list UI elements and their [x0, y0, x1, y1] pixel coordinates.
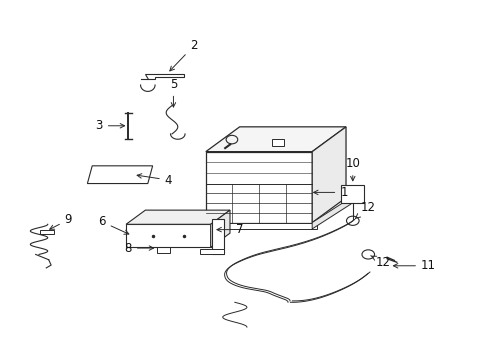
Text: 10: 10 [345, 157, 360, 181]
Bar [271, 139, 284, 145]
Polygon shape [211, 219, 223, 255]
Bar [341, 185, 364, 203]
Polygon shape [126, 224, 210, 247]
Text: 3: 3 [95, 119, 124, 132]
Polygon shape [201, 222, 316, 229]
Polygon shape [205, 152, 311, 222]
Text: 4: 4 [137, 174, 172, 186]
Circle shape [361, 250, 374, 259]
Text: 7: 7 [217, 223, 243, 236]
Polygon shape [210, 210, 229, 247]
Text: 11: 11 [392, 259, 435, 272]
Polygon shape [156, 244, 169, 253]
Polygon shape [311, 198, 350, 229]
Text: 2: 2 [169, 39, 197, 71]
Text: 1: 1 [313, 186, 347, 199]
Polygon shape [126, 210, 229, 224]
Polygon shape [145, 74, 183, 79]
Polygon shape [311, 127, 346, 222]
Text: 6: 6 [98, 215, 128, 234]
Polygon shape [199, 249, 223, 255]
Polygon shape [87, 166, 152, 184]
Text: 8: 8 [124, 242, 153, 255]
Bar [41, 230, 54, 234]
Text: 5: 5 [169, 78, 177, 107]
Text: 12: 12 [355, 201, 375, 219]
Circle shape [346, 216, 358, 225]
Text: 9: 9 [50, 213, 72, 229]
Polygon shape [205, 127, 346, 152]
Text: 12: 12 [370, 256, 390, 269]
